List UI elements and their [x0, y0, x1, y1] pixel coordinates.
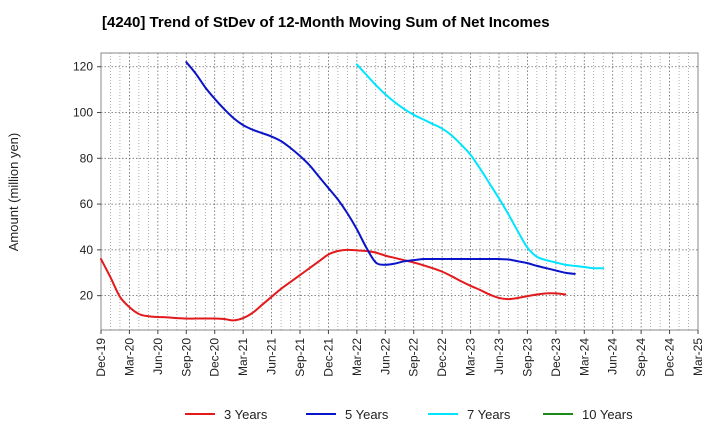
y-tick-label: 100: [73, 106, 93, 120]
series-lines: [100, 61, 605, 322]
x-tick-label: Dec-23: [549, 338, 563, 377]
x-tick-label: Jun-20: [151, 338, 165, 375]
x-tick-label: Jun-21: [265, 338, 279, 375]
gridlines: [100, 53, 699, 330]
legend-label-3-years: 3 Years: [224, 407, 268, 422]
legend-label-5-years: 5 Years: [345, 407, 389, 422]
x-tick-label: Sep-22: [407, 338, 421, 377]
y-tick-label: 60: [80, 197, 94, 211]
x-tick-label: Dec-24: [663, 338, 677, 377]
x-tick-label: Mar-21: [236, 338, 250, 376]
legend-label-10-years: 10 Years: [582, 407, 633, 422]
x-tick-label: Mar-23: [464, 338, 478, 376]
y-tick-label: 40: [80, 243, 94, 257]
x-tick-label: Dec-19: [94, 338, 108, 377]
x-tick-label: Mar-25: [691, 338, 705, 376]
x-tick-label: Jun-22: [378, 338, 392, 375]
y-axis-label: Amount (million yen): [6, 133, 21, 252]
y-tick-label: 20: [80, 289, 94, 303]
y-tick-label: 80: [80, 151, 94, 165]
x-tick-label: Dec-21: [321, 338, 335, 377]
series-line-7-years: [355, 63, 605, 270]
x-tick-label: Mar-22: [350, 338, 364, 376]
x-tick-label: Sep-24: [634, 338, 648, 377]
y-tick-label: 120: [73, 60, 93, 74]
series-line-5-years: [185, 61, 576, 275]
series-line-3-years: [100, 248, 567, 322]
x-tick-label: Jun-24: [606, 338, 620, 375]
x-tick-label: Sep-20: [179, 338, 193, 377]
x-tick-label: Sep-21: [293, 338, 307, 377]
x-tick-label: Mar-20: [122, 338, 136, 376]
legend-label-7-years: 7 Years: [467, 407, 511, 422]
y-axis-ticks: 20 40 60 80 100 120: [73, 60, 101, 303]
x-tick-label: Mar-24: [577, 338, 591, 376]
chart-title: [4240] Trend of StDev of 12-Month Moving…: [102, 14, 550, 31]
plot-frame: [100, 52, 699, 331]
x-axis-ticks: Dec-19 Mar-20 Jun-20 Sep-20 Dec-20 Mar-21 Jun-…: [94, 330, 705, 377]
legend: 3 Years 5 Years 7 Years 10 Years: [185, 407, 633, 422]
x-tick-label: Sep-23: [520, 338, 534, 377]
x-tick-label: Dec-22: [435, 338, 449, 377]
x-tick-label: Dec-20: [208, 338, 222, 377]
x-tick-label: Jun-23: [492, 338, 506, 375]
